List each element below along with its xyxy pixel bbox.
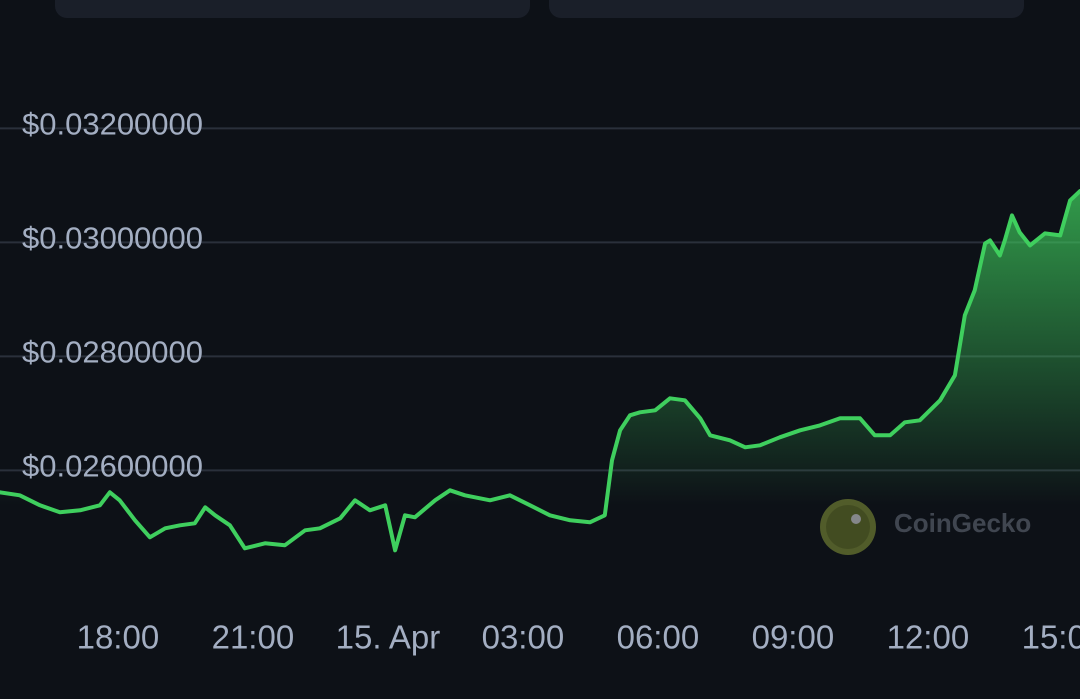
x-tick-label: 06:00 [617, 619, 700, 656]
y-tick-label: $0.03000000 [22, 221, 203, 256]
area [0, 191, 1080, 590]
x-tick-label: 15:00 [1022, 619, 1080, 656]
watermark-logo-eye [851, 514, 861, 524]
labels: $0.02600000 $0.02800000 $0.03000000 $0.0320… [22, 107, 1080, 656]
price-line [0, 189, 1080, 553]
plot [0, 189, 1080, 590]
top-card [55, 0, 530, 18]
x-tick-label: 21:00 [212, 619, 295, 656]
top-card [549, 0, 1024, 18]
x-tick-label: 15. Apr [336, 619, 441, 656]
y-tick-label: $0.03200000 [22, 107, 203, 142]
y-tick-label: $0.02600000 [22, 449, 203, 484]
x-tick-label: 12:00 [887, 619, 970, 656]
watermark: CoinGecko [894, 508, 1031, 538]
watermark-logo-inner [826, 505, 870, 549]
watermark-group: CoinGecko [820, 499, 1031, 555]
x-tick-label: 09:00 [752, 619, 835, 656]
y-tick-label: $0.02800000 [22, 335, 203, 370]
x-tick-label: 18:00 [77, 619, 160, 656]
x-tick-label: 03:00 [482, 619, 565, 656]
